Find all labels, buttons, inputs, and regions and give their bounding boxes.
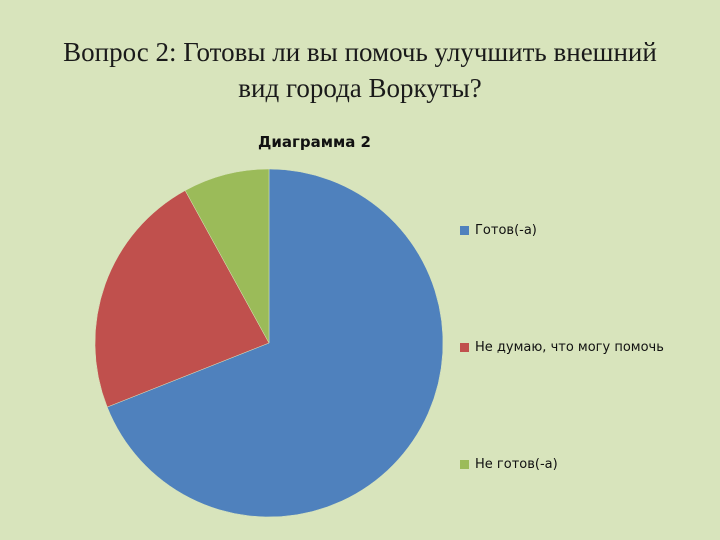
legend-item-ready: Готов(-а) <box>460 223 537 238</box>
pie-slice-ready <box>106 168 444 518</box>
legend-label-not-sure: Не думаю, что могу помочь <box>475 340 664 355</box>
chart-title: Диаграмма 2 <box>258 133 371 151</box>
legend-swatch-not-sure <box>460 343 469 352</box>
legend-label-ready: Готов(-а) <box>475 223 537 238</box>
slide-title-line-2: вид города Воркуты? <box>238 73 482 103</box>
legend-item-not-ready: Не готов(-а) <box>460 457 558 472</box>
slide-title: Вопрос 2: Готовы ли вы помочь улучшить в… <box>0 34 720 106</box>
pie-slice-not-ready <box>184 168 270 344</box>
slide-title-line-1: Вопрос 2: Готовы ли вы помочь улучшить в… <box>63 37 657 67</box>
pie-slice-not-sure <box>94 190 270 408</box>
legend-item-not-sure: Не думаю, что могу помочь <box>460 340 664 355</box>
legend-swatch-ready <box>460 226 469 235</box>
legend-label-not-ready: Не готов(-а) <box>475 457 558 472</box>
legend-swatch-not-ready <box>460 460 469 469</box>
